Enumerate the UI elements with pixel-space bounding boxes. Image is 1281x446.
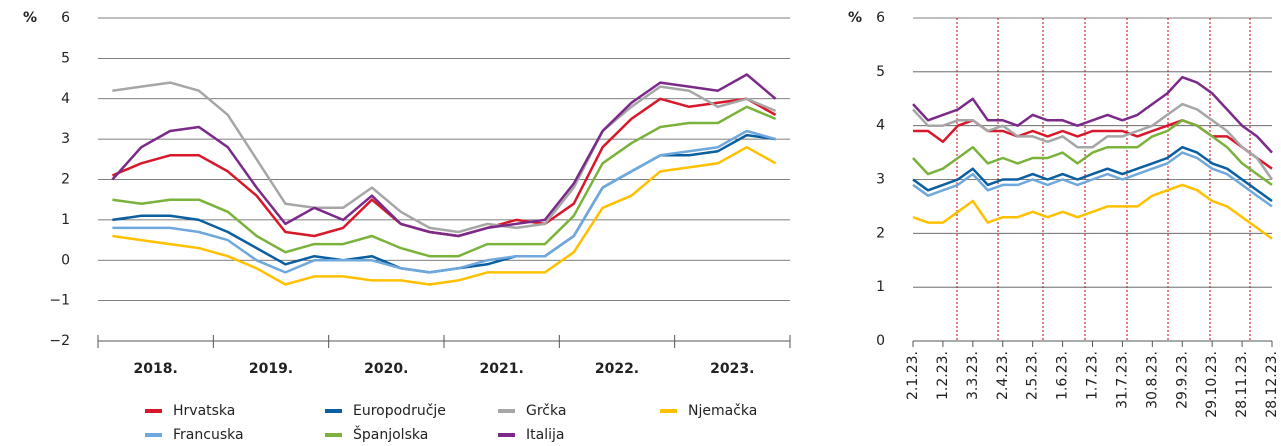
x-tick-label: 1.2.23. xyxy=(935,351,951,400)
series-line xyxy=(912,75,1273,154)
y-axis-label: % xyxy=(23,10,37,26)
legend-label: Njemačka xyxy=(688,403,757,419)
x-tick-label: 3.3.23. xyxy=(965,351,981,400)
y-tick-label: 2 xyxy=(876,225,885,241)
legend-label: Španjolska xyxy=(353,425,428,443)
x-tick-label: 2021. xyxy=(480,361,524,377)
y-tick-label: 5 xyxy=(61,50,70,66)
x-tick-label: 29.9.23. xyxy=(1174,351,1190,409)
series-line xyxy=(112,145,777,286)
series-line xyxy=(912,102,1274,181)
x-tick-label: 2023. xyxy=(710,361,754,377)
series-line xyxy=(111,73,777,238)
y-tick-label: 1 xyxy=(61,212,70,228)
y-tick-label: 1 xyxy=(876,279,885,295)
x-tick-label: 28.12.23. xyxy=(1264,351,1280,418)
x-tick-label: 2019. xyxy=(249,361,293,377)
y-tick-label: 6 xyxy=(61,10,70,26)
y-tick-label: 2 xyxy=(61,172,70,188)
x-tick-label: 2.1.23. xyxy=(905,351,921,400)
series-line xyxy=(913,119,1273,170)
series-line xyxy=(111,97,777,238)
x-tick-label: 2018. xyxy=(134,361,178,377)
series-line xyxy=(912,151,1273,208)
x-tick-label: 1.7.23. xyxy=(1085,351,1101,400)
x-tick-label: 31.7.23. xyxy=(1114,351,1130,409)
x-tick-label: 28.11.23. xyxy=(1234,351,1250,418)
y-tick-label: −2 xyxy=(49,333,70,349)
series-line xyxy=(912,145,1273,203)
y-tick-label: 3 xyxy=(876,172,885,188)
series-line xyxy=(912,119,1273,186)
x-tick-label: 30.8.23. xyxy=(1144,351,1160,409)
x-tick-label: 2022. xyxy=(595,361,639,377)
y-tick-label: 4 xyxy=(876,118,885,134)
x-tick-label: 29.10.23. xyxy=(1204,351,1220,418)
legend-label: Europodručje xyxy=(353,403,446,419)
x-tick-label: 1.6.23. xyxy=(1055,351,1071,400)
y-tick-label: 4 xyxy=(61,91,70,107)
legend-label: Italija xyxy=(526,427,564,443)
y-tick-label: 5 xyxy=(876,64,885,80)
series-line xyxy=(112,105,777,258)
x-tick-label: 2.4.23. xyxy=(995,351,1011,400)
y-tick-label: −1 xyxy=(49,293,70,309)
y-axis-label: % xyxy=(848,10,862,26)
x-tick-label: 2020. xyxy=(364,361,408,377)
legend-label: Francuska xyxy=(173,427,244,443)
legend-label: Hrvatska xyxy=(173,403,235,419)
series-line xyxy=(112,129,776,274)
y-tick-label: 0 xyxy=(876,333,885,349)
x-tick-label: 2.5.23. xyxy=(1025,351,1041,400)
legend-label: Grčka xyxy=(526,403,566,419)
y-tick-label: 6 xyxy=(876,10,885,26)
y-tick-label: 0 xyxy=(61,252,70,268)
series-line xyxy=(112,81,777,234)
y-tick-label: 3 xyxy=(61,131,70,147)
series-line xyxy=(912,183,1273,240)
